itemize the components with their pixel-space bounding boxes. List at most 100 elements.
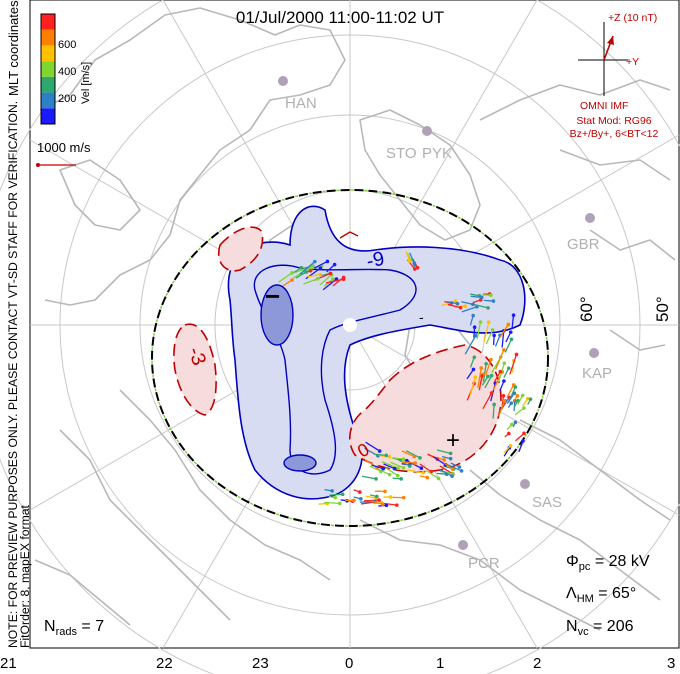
- velocity-vector-origin: [333, 495, 338, 500]
- velocity-vector-origin: [332, 262, 337, 267]
- station-marker-sto: [422, 126, 432, 136]
- velocity-vector-origin: [384, 453, 389, 458]
- velocity-vector: [371, 464, 384, 470]
- velocity-vector-origin: [387, 472, 392, 477]
- stat-vector-count: Nvc = 206: [566, 618, 634, 639]
- map-title: 01/Jul/2000 11:00-11:02 UT: [235, 8, 445, 27]
- velocity-vector: [466, 369, 474, 380]
- velocity-vector-origin: [502, 348, 506, 352]
- velocity-vector-origin: [514, 352, 519, 357]
- velocity-vector-origin: [457, 465, 462, 469]
- imf-y-label: +Y: [626, 56, 640, 68]
- velocity-vector: [407, 469, 424, 474]
- velocity-vector-origin: [512, 391, 517, 396]
- velocity-vector: [485, 359, 492, 376]
- velocity-vector: [511, 315, 515, 330]
- velocity-vector: [505, 331, 512, 343]
- colorbar-frame: [40, 13, 56, 125]
- velocity-vector: [447, 303, 461, 309]
- station-label-pcr: PCR: [468, 555, 500, 572]
- velocity-vector-origin: [330, 489, 334, 493]
- contour-label-neg9: -9: [364, 248, 386, 273]
- velocity-vector-origin: [459, 469, 464, 473]
- velocity-vector-origin: [471, 313, 475, 318]
- stat-model-label: Stat Mod: RG96: [576, 115, 652, 127]
- velocity-vector-origin: [501, 394, 506, 398]
- colorbar-segment: [41, 61, 55, 77]
- velocity-vector-origin: [395, 473, 400, 478]
- velocity-vector-origin: [352, 498, 356, 503]
- velocity-vector: [478, 375, 483, 391]
- velocity-vector: [464, 335, 477, 355]
- velocity-vector: [383, 463, 395, 470]
- velocity-vector: [294, 265, 313, 274]
- velocity-vector: [319, 274, 333, 286]
- velocity-vector-origin: [304, 270, 308, 274]
- velocity-vector: [432, 456, 446, 466]
- velocity-vector-origin: [509, 422, 514, 427]
- velocity-vector: [314, 260, 328, 269]
- stat-radar-count: Nrads = 7: [44, 618, 105, 639]
- contour-label-dash: -: [419, 309, 424, 325]
- velocity-vector: [461, 301, 474, 305]
- positive-cell-left: [173, 323, 217, 416]
- velocity-vector: [361, 475, 377, 480]
- imf-vector-arrowhead: [607, 36, 614, 45]
- velocity-vector: [509, 354, 518, 375]
- potential-cells: [173, 205, 526, 500]
- velocity-vector-origin: [525, 396, 530, 401]
- velocity-vector: [482, 392, 493, 410]
- velocity-vector-origin: [513, 385, 518, 389]
- velocity-vector: [492, 404, 495, 419]
- velocity-vector-origin: [412, 454, 417, 459]
- velocity-vector-origin: [528, 397, 533, 401]
- velocity-vector-origin: [318, 272, 323, 277]
- velocity-vector-origin: [392, 466, 397, 471]
- velocity-vector: [303, 278, 318, 285]
- velocity-vector: [325, 278, 344, 284]
- velocity-vector-origin: [513, 420, 518, 425]
- colorbar-tick-600: 600: [58, 39, 77, 51]
- velocity-vector-origin: [463, 304, 468, 308]
- velocity-vector-origin: [375, 494, 379, 499]
- velocity-vector: [484, 375, 493, 389]
- negative-cell-fill: [227, 205, 526, 500]
- velocity-vector-origin: [471, 367, 476, 372]
- velocity-vector: [332, 276, 345, 287]
- velocity-vector-origin: [401, 495, 406, 500]
- scale-vector-label: 1000 m/s: [37, 140, 91, 155]
- velocity-vector-origin: [486, 320, 491, 324]
- velocity-vector-origin: [377, 449, 382, 453]
- mlt-label-1: 1: [436, 655, 445, 672]
- colorbar-label: Vel [m/s]: [80, 61, 92, 104]
- station-label-sas: SAS: [532, 494, 562, 511]
- colorbar-tick-400: 400: [58, 66, 77, 78]
- velocity-vector: [485, 329, 494, 345]
- velocity-vector-origin: [489, 293, 493, 297]
- velocity-vector-origin: [299, 265, 304, 270]
- velocity-vector-origin: [486, 306, 490, 310]
- negative-contour-inner: [253, 264, 417, 475]
- velocity-vector-origin: [480, 373, 484, 378]
- velocity-vector-origin: [290, 278, 294, 282]
- station-marker-sas: [520, 479, 530, 489]
- velocity-vector: [365, 441, 381, 452]
- velocity-vector-origin: [489, 357, 493, 362]
- velocity-vector-origin: [425, 475, 430, 480]
- velocity-vector-origin: [310, 264, 315, 269]
- velocity-vector-origin: [315, 276, 320, 281]
- plot-frame: [29, 0, 680, 649]
- colorbar-segment: [41, 92, 55, 109]
- velocity-vector: [495, 349, 505, 370]
- velocity-vector: [476, 321, 482, 339]
- velocity-vector: [506, 392, 515, 404]
- positive-cell-fill: [349, 344, 502, 473]
- velocity-vector: [494, 334, 501, 347]
- velocity-vector-origin: [312, 259, 317, 264]
- velocity-vector: [470, 295, 482, 299]
- velocity-vector-origin: [419, 466, 424, 470]
- colorbar-tick-200: 200: [58, 93, 77, 105]
- velocity-vector: [405, 450, 421, 459]
- velocity-vector-origin: [472, 355, 477, 360]
